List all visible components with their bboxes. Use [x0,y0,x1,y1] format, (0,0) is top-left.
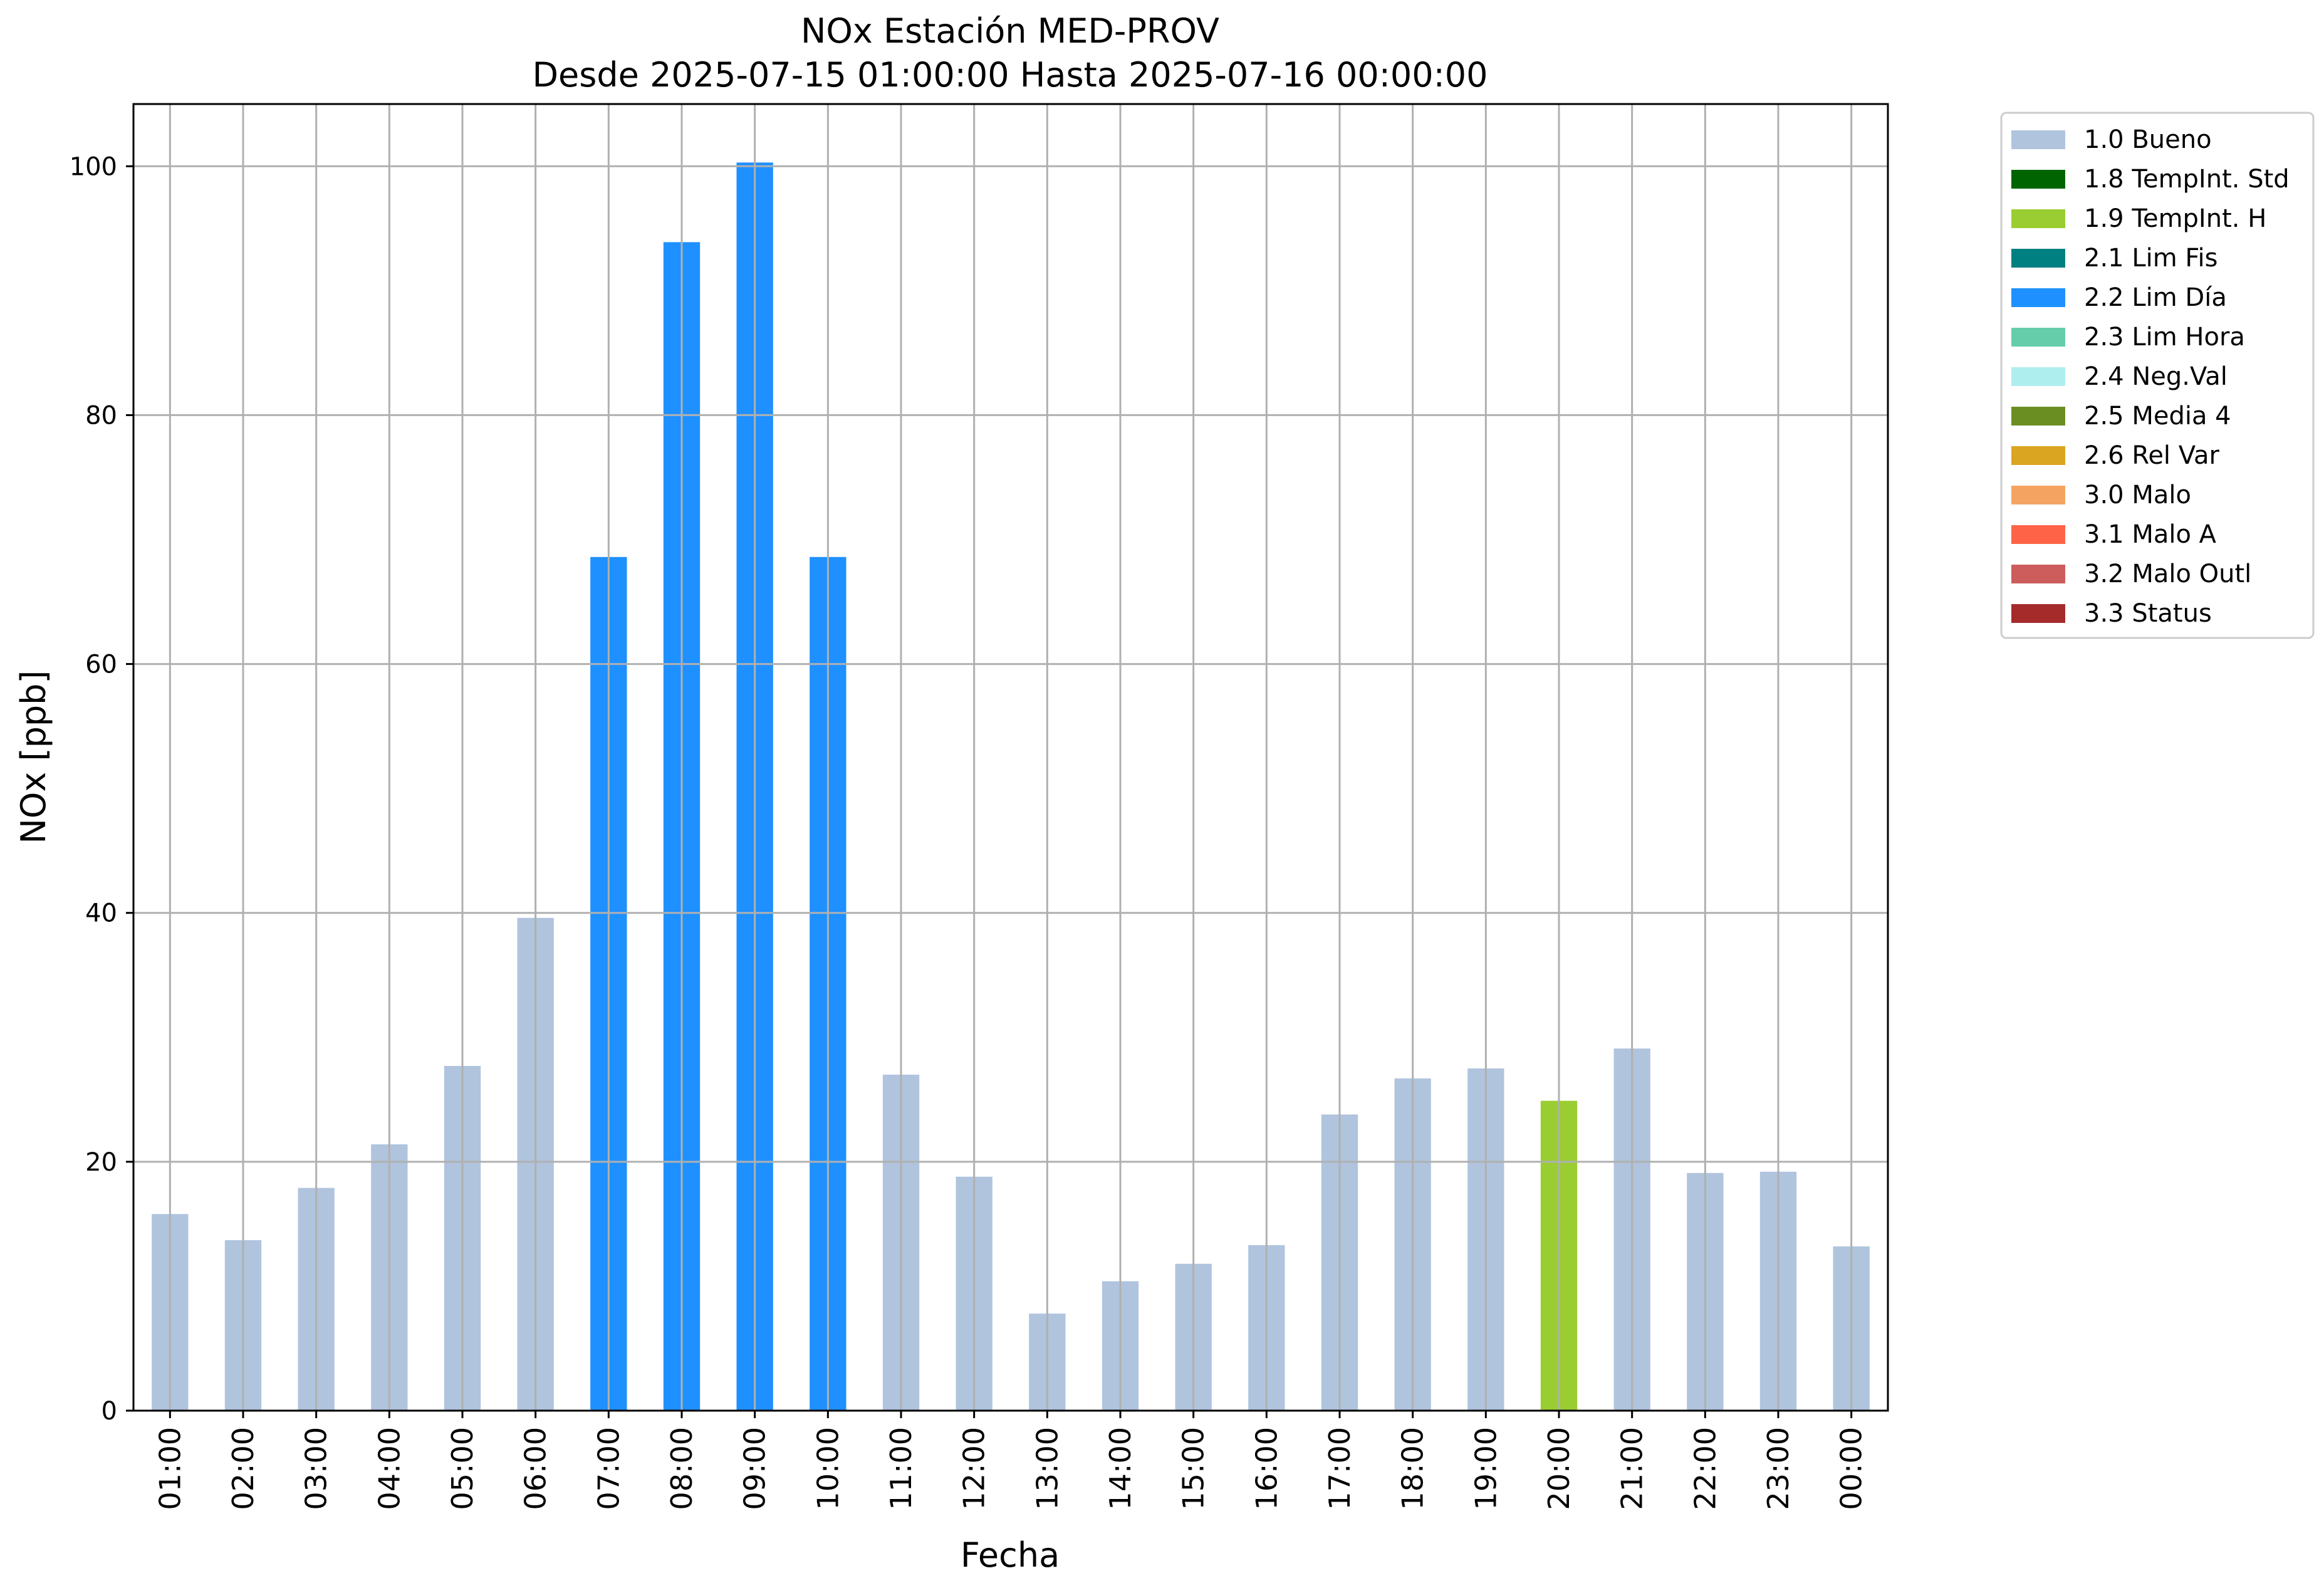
x-tick-label: 13:00 [1030,1427,1064,1510]
legend-swatch [2011,249,2065,268]
legend-swatch [2011,288,2065,307]
x-tick-label: 01:00 [153,1427,187,1510]
x-tick-label: 00:00 [1835,1427,1868,1510]
legend-label: 3.1 Malo A [2084,520,2217,549]
legend-label: 2.2 Lim Día [2084,283,2227,312]
legend-frame [2000,112,2315,639]
x-tick-label: 12:00 [957,1427,991,1510]
x-tick-label: 03:00 [300,1427,333,1510]
y-tick-label: 0 [102,1397,117,1426]
x-tick-label: 17:00 [1323,1427,1357,1510]
x-tick-label: 16:00 [1249,1427,1283,1510]
legend-label: 3.3 Status [2084,599,2212,628]
x-tick-label: 02:00 [226,1427,260,1510]
y-axis: 0 20 40 60 80 100 [70,152,133,1426]
legend-swatch [2011,565,2065,583]
legend-swatch [2011,209,2065,228]
legend-label: 2.6 Rel Var [2084,441,2220,470]
legend-label: 3.0 Malo [2084,481,2191,509]
legend-swatch [2011,446,2065,465]
legend-label: 2.4 Neg.Val [2084,362,2228,391]
y-tick-label: 20 [85,1148,117,1177]
x-tick-label: 06:00 [519,1427,553,1510]
legend-label: 3.2 Malo Outl [2084,560,2251,588]
legend-label: 2.5 Media 4 [2084,402,2231,431]
x-tick-label: 18:00 [1396,1427,1430,1510]
x-tick-label: 10:00 [811,1427,845,1510]
legend-label: 1.9 TempInt. H [2084,204,2266,233]
x-tick-label: 23:00 [1761,1427,1795,1510]
legend-swatch [2011,130,2065,149]
x-tick-label: 22:00 [1688,1427,1722,1510]
legend: 1.0 Bueno 1.8 TempInt. Std 1.9 TempInt. H 2… [2000,112,2315,639]
chart-subtitle: Desde 2025-07-15 01:00:00 Hasta 2025-07-… [532,55,1488,95]
legend-label: 1.0 Bueno [2084,125,2212,154]
y-axis-label: NOx [ppb] [14,671,53,844]
legend-swatch [2011,367,2065,386]
legend-swatch [2011,525,2065,544]
legend-swatch [2011,486,2065,504]
x-tick-label: 20:00 [1542,1427,1576,1510]
x-tick-label: 07:00 [591,1427,625,1510]
x-tick-label: 08:00 [665,1427,699,1510]
y-tick-label: 60 [85,650,117,679]
x-tick-label: 15:00 [1177,1427,1211,1510]
x-tick-label: 14:00 [1103,1427,1137,1510]
x-tick-label: 05:00 [446,1427,479,1510]
x-tick-label: 19:00 [1469,1427,1503,1510]
y-tick-label: 40 [85,899,117,928]
legend-label: 2.1 Lim Fis [2084,244,2217,273]
x-axis-label: Fecha [961,1535,1060,1575]
legend-swatch [2011,604,2065,623]
plot-frame [132,103,1889,1412]
legend-label: 1.8 TempInt. Std [2084,165,2290,194]
bars-group [152,162,1870,1411]
chart-title: NOx Estación MED-PROV [801,11,1219,51]
x-tick-label: 11:00 [884,1427,918,1510]
legend-swatch [2011,328,2065,347]
y-tick-label: 80 [85,401,117,430]
x-tick-label: 09:00 [738,1427,772,1510]
legend-swatch [2011,170,2065,189]
y-tick-label: 100 [70,152,117,181]
x-axis: 01:00 02:00 03:00 04:00 05:00 06:00 07:00 08:00… [153,1411,1868,1510]
legend-label: 2.3 Lim Hora [2084,323,2245,352]
x-tick-label: 04:00 [372,1427,406,1510]
x-tick-label: 21:00 [1615,1427,1649,1510]
legend-swatch [2011,407,2065,426]
